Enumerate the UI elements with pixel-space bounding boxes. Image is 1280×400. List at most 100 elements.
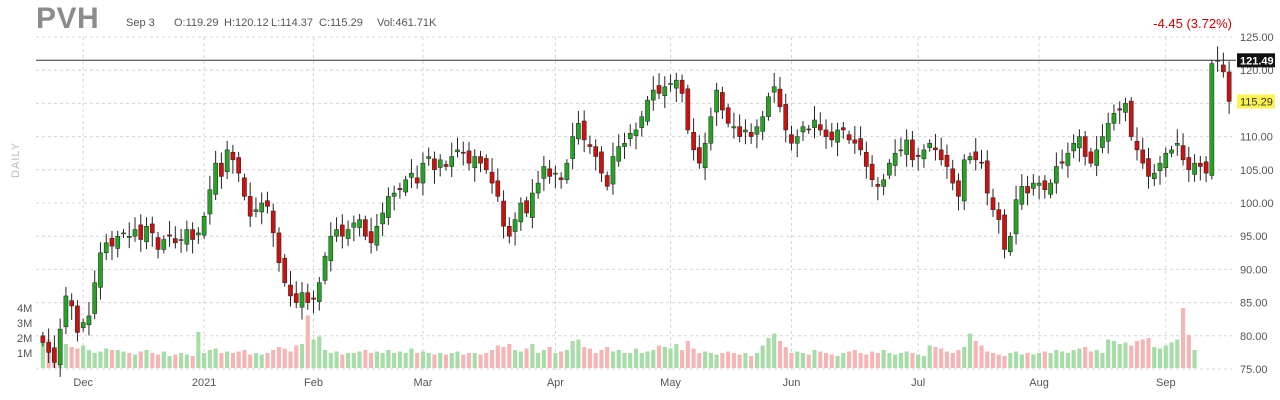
candle-body bbox=[616, 146, 622, 162]
candle-body bbox=[247, 196, 253, 217]
volume-bar bbox=[1025, 353, 1030, 368]
volume-bar bbox=[691, 348, 696, 368]
volume-bar bbox=[962, 347, 967, 368]
volume-bar bbox=[478, 354, 483, 368]
candle-body bbox=[103, 242, 109, 254]
candle-body bbox=[1174, 142, 1180, 146]
candle-body bbox=[1140, 149, 1146, 164]
volume-bar bbox=[184, 354, 189, 368]
volume-bar bbox=[726, 351, 731, 368]
candle-body bbox=[144, 225, 149, 243]
candle-body bbox=[409, 172, 414, 178]
candle-body bbox=[760, 116, 766, 132]
volume-bar bbox=[443, 354, 449, 368]
volume-bar bbox=[386, 350, 391, 368]
volume-bar bbox=[501, 347, 506, 368]
candle-body bbox=[622, 142, 627, 147]
candle-body bbox=[1088, 151, 1094, 164]
volume-bar bbox=[432, 354, 437, 368]
candle-body bbox=[650, 89, 656, 101]
candle-body bbox=[869, 163, 875, 181]
candle-body bbox=[599, 151, 604, 174]
volume-bar bbox=[967, 333, 973, 368]
candle-body bbox=[449, 156, 455, 167]
volume-bar bbox=[265, 353, 270, 368]
volume-bar bbox=[202, 353, 207, 368]
volume-bar bbox=[898, 353, 903, 368]
volume-bar bbox=[864, 354, 869, 368]
volume-bar bbox=[789, 353, 794, 368]
candle-body bbox=[933, 147, 938, 151]
candle-body bbox=[627, 133, 633, 139]
candle-body bbox=[777, 88, 783, 107]
candle-body bbox=[478, 156, 483, 164]
volume-bar bbox=[662, 347, 667, 368]
candle-body bbox=[581, 120, 587, 141]
candle-body bbox=[535, 182, 541, 194]
x-tick-label: Mar bbox=[413, 377, 432, 389]
candle-body bbox=[311, 297, 316, 300]
volume-bar bbox=[305, 315, 310, 368]
volume-bar bbox=[576, 339, 581, 368]
volume-bar bbox=[703, 351, 708, 368]
volume-bar bbox=[455, 351, 460, 368]
x-tick-label: Apr bbox=[547, 377, 564, 389]
candle-body bbox=[737, 126, 742, 137]
volume-bar bbox=[829, 354, 834, 368]
candle-body bbox=[368, 231, 374, 244]
candle-body bbox=[1048, 182, 1053, 195]
candle-body bbox=[501, 200, 506, 227]
candle-body bbox=[1094, 149, 1099, 166]
volume-bar bbox=[835, 356, 840, 368]
volume-bar bbox=[1094, 350, 1099, 368]
candle-body bbox=[789, 134, 794, 144]
volume-bar bbox=[392, 353, 397, 368]
volume-bar bbox=[282, 348, 287, 368]
candle-body bbox=[564, 162, 570, 181]
candle-body bbox=[800, 126, 806, 133]
candle-body bbox=[374, 225, 380, 246]
candle-body bbox=[1059, 161, 1065, 164]
candle-body bbox=[685, 88, 691, 131]
volume-tick-label: 2M bbox=[17, 333, 32, 345]
volume-bar bbox=[1140, 339, 1145, 368]
volume-bar bbox=[426, 353, 431, 368]
x-tick-label: 2021 bbox=[192, 377, 216, 389]
volume-bar bbox=[783, 347, 788, 368]
candle-body bbox=[633, 129, 639, 136]
volume-bar bbox=[553, 353, 558, 368]
volume-bar bbox=[340, 354, 345, 368]
candle-body bbox=[1042, 180, 1048, 190]
candle-body bbox=[201, 216, 207, 236]
candle-body bbox=[817, 124, 823, 131]
volume-bar bbox=[616, 350, 621, 368]
candle-body bbox=[1111, 113, 1117, 124]
volume-bar bbox=[225, 351, 230, 368]
candle-body bbox=[1169, 149, 1174, 154]
candle-body bbox=[731, 126, 737, 129]
candle-body bbox=[207, 189, 213, 215]
x-tick-label: Jun bbox=[783, 377, 801, 389]
candle-body bbox=[426, 156, 432, 159]
candle-body bbox=[990, 197, 996, 210]
candle-body bbox=[339, 224, 345, 237]
candle-body bbox=[558, 177, 564, 181]
volume-bar bbox=[697, 353, 702, 368]
volume-bar bbox=[75, 348, 80, 368]
volume-bar bbox=[219, 353, 224, 368]
volume-bar bbox=[98, 351, 103, 368]
volume-bar bbox=[420, 351, 426, 368]
candle-body bbox=[512, 219, 518, 232]
candle-body bbox=[69, 300, 74, 307]
volume-bar bbox=[1123, 342, 1128, 368]
candle-body bbox=[1221, 64, 1226, 73]
volume-bar bbox=[536, 353, 541, 368]
candle-body bbox=[472, 156, 478, 169]
candle-body bbox=[236, 157, 241, 174]
volume-bar bbox=[484, 353, 489, 368]
candle-body bbox=[1157, 162, 1163, 172]
candle-body bbox=[944, 154, 950, 167]
volume-bar bbox=[639, 353, 644, 368]
x-tick-label: Jul bbox=[911, 377, 925, 389]
